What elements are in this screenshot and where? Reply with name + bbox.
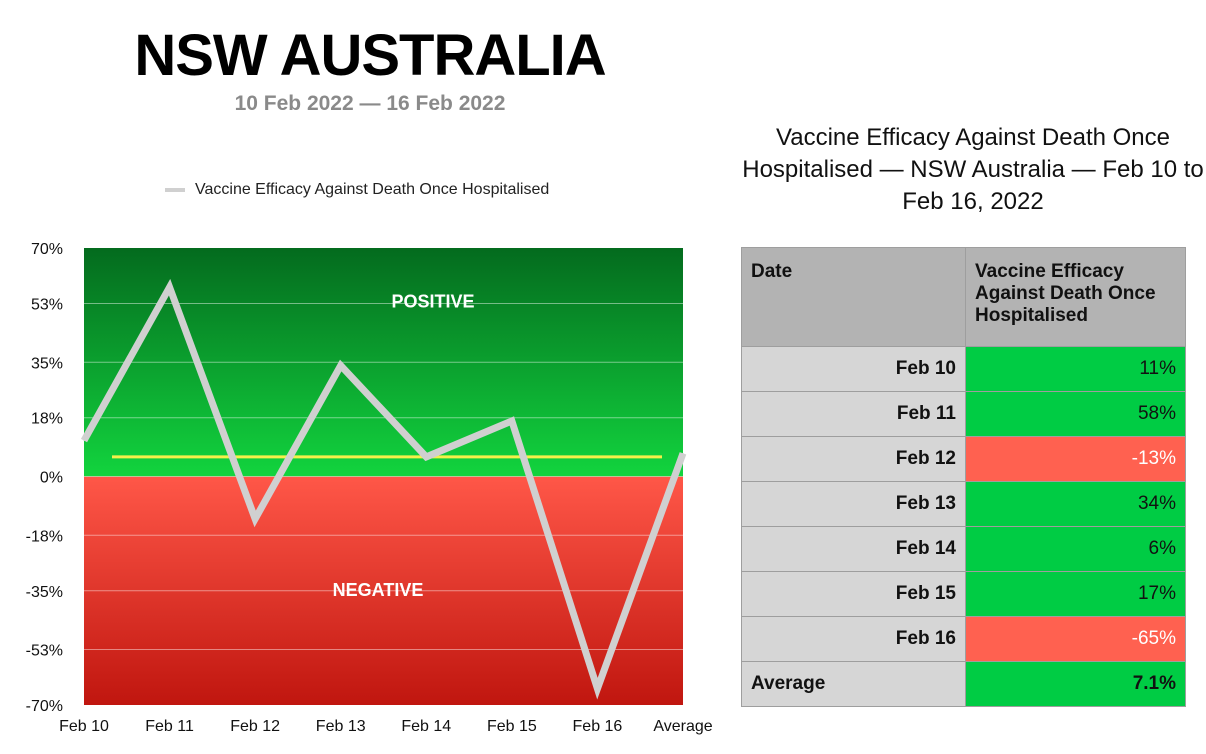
table-cell-date: Feb 10 bbox=[741, 346, 966, 392]
y-tick-label: -35% bbox=[26, 584, 63, 601]
x-tick-label: Feb 15 bbox=[487, 718, 537, 735]
x-tick-label: Average bbox=[653, 718, 712, 735]
table-row: Feb 15 17% bbox=[741, 571, 1186, 617]
y-tick-label: 70% bbox=[31, 241, 63, 258]
table-cell-efficacy: -13% bbox=[965, 436, 1186, 482]
table-cell-date: Average bbox=[741, 661, 966, 707]
table-cell-date: Feb 12 bbox=[741, 436, 966, 482]
data-point bbox=[83, 440, 85, 442]
data-point bbox=[596, 688, 598, 690]
region-label-positive: POSITIVE bbox=[391, 291, 474, 311]
page-title: NSW AUSTRALIA bbox=[134, 23, 606, 88]
region-negative bbox=[84, 476, 683, 705]
chart-legend: Vaccine Efficacy Against Death Once Hosp… bbox=[165, 181, 549, 199]
table-row: Feb 14 6% bbox=[741, 526, 1186, 572]
table-cell-efficacy: 6% bbox=[965, 526, 1186, 572]
table-header-efficacy: Vaccine Efficacy Against Death Once Hosp… bbox=[965, 247, 1186, 347]
series-line bbox=[80, 278, 687, 700]
y-tick-label: 18% bbox=[31, 411, 63, 428]
table-cell-efficacy: 34% bbox=[965, 481, 1186, 527]
y-tick-label: 35% bbox=[31, 355, 63, 372]
table-cell-efficacy: 58% bbox=[965, 391, 1186, 437]
table-cell-efficacy: -65% bbox=[965, 616, 1186, 662]
x-tick-label: Feb 16 bbox=[573, 718, 623, 735]
y-tick-label: -70% bbox=[26, 698, 63, 715]
table-cell-date: Feb 13 bbox=[741, 481, 966, 527]
region-label-negative: NEGATIVE bbox=[333, 580, 424, 600]
table-cell-date: Feb 11 bbox=[741, 391, 966, 437]
data-point bbox=[425, 456, 427, 458]
data-point bbox=[169, 286, 171, 288]
data-point bbox=[682, 452, 684, 454]
data-point bbox=[254, 518, 256, 520]
y-tick-label: 53% bbox=[31, 296, 63, 313]
line-chart: POSITIVE NEGATIVE 70% 53% 35% 18% 0% -18% -35% -5… bbox=[26, 241, 713, 735]
legend-label: Vaccine Efficacy Against Death Once Hosp… bbox=[195, 181, 550, 198]
efficacy-table: Date Vaccine Efficacy Against Death Once… bbox=[741, 247, 1186, 707]
data-point bbox=[511, 420, 513, 422]
table-header-date: Date bbox=[741, 247, 966, 347]
table-cell-efficacy: 11% bbox=[965, 346, 1186, 392]
table-title: Vaccine Efficacy Against Death Once Hosp… bbox=[742, 124, 1204, 215]
table-row: Feb 16 -65% bbox=[741, 616, 1186, 662]
x-tick-label: Feb 13 bbox=[316, 718, 366, 735]
region-positive bbox=[84, 248, 683, 477]
x-tick-label: Feb 12 bbox=[230, 718, 280, 735]
y-tick-label: 0% bbox=[40, 470, 63, 487]
table-row: Feb 11 58% bbox=[741, 391, 1186, 437]
table-cell-date: Feb 15 bbox=[741, 571, 966, 617]
x-tick-label: Feb 14 bbox=[401, 718, 451, 735]
table-cell-date: Feb 14 bbox=[741, 526, 966, 572]
y-tick-label: -18% bbox=[26, 528, 63, 545]
table-row: Feb 13 34% bbox=[741, 481, 1186, 527]
table-row: Feb 10 11% bbox=[741, 346, 1186, 392]
y-tick-label: -53% bbox=[26, 643, 63, 660]
x-tick-label: Feb 10 bbox=[59, 718, 109, 735]
page-subtitle: 10 Feb 2022 — 16 Feb 2022 bbox=[234, 92, 506, 115]
table-header-row: Date Vaccine Efficacy Against Death Once… bbox=[741, 247, 1186, 347]
table-cell-efficacy: 7.1% bbox=[965, 661, 1186, 707]
legend-swatch bbox=[165, 188, 185, 192]
data-point bbox=[340, 365, 342, 367]
table-row: Feb 12 -13% bbox=[741, 436, 1186, 482]
x-tick-label: Feb 11 bbox=[145, 718, 194, 735]
table-cell-efficacy: 17% bbox=[965, 571, 1186, 617]
table-row-average: Average 7.1% bbox=[741, 661, 1186, 707]
table-cell-date: Feb 16 bbox=[741, 616, 966, 662]
